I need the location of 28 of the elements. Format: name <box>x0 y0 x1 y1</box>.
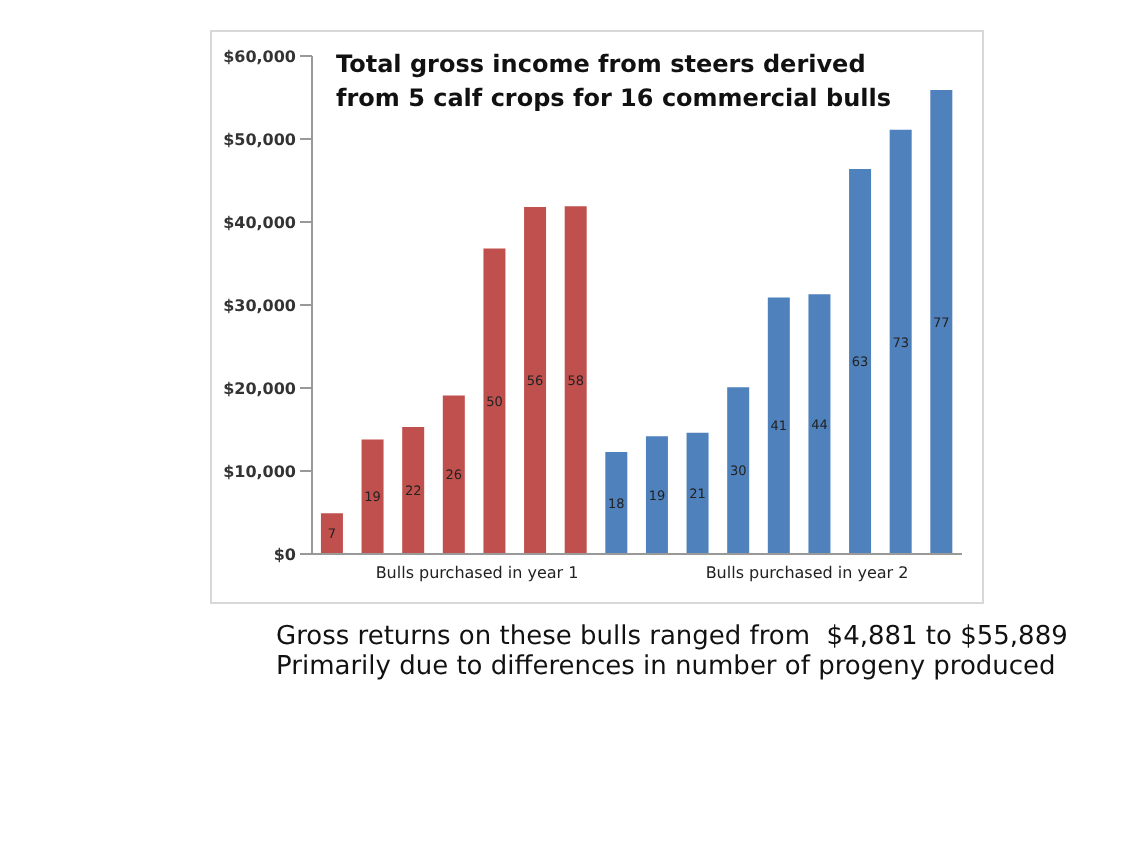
text: Bulls purchased in year 1 <box>373 564 581 582</box>
bar <box>889 129 912 554</box>
y-tick-label: $50,000 <box>223 130 297 149</box>
bar <box>849 168 872 554</box>
y-tick-label: $40,000 <box>223 213 297 232</box>
text: Total gross income from steers derived from 5 calf crops for 16 commercial bulls <box>336 48 893 116</box>
y-tick-label: $0 <box>273 545 297 564</box>
bar <box>361 439 384 554</box>
bar <box>605 451 628 554</box>
y-tick-label: $10,000 <box>223 462 297 481</box>
text: Primarily due to differences in number of progeny produced <box>276 652 1058 682</box>
bar <box>402 427 425 554</box>
bar <box>686 432 709 554</box>
bar <box>767 297 790 554</box>
bar <box>524 207 547 554</box>
bar <box>727 387 750 554</box>
y-tick-label: $60,000 <box>223 47 297 66</box>
y-tick-label: $20,000 <box>223 379 297 398</box>
text: Gross returns on these bulls ranged from $4,881 to $55,889 <box>276 622 1068 652</box>
bar <box>808 294 831 554</box>
bar <box>930 90 953 554</box>
bar <box>645 436 668 554</box>
bar <box>564 206 587 554</box>
bar <box>483 248 506 554</box>
bar <box>442 395 465 554</box>
bar <box>320 513 343 554</box>
y-tick-label: $30,000 <box>223 296 297 315</box>
text: Bulls purchased in year 2 <box>703 564 911 582</box>
